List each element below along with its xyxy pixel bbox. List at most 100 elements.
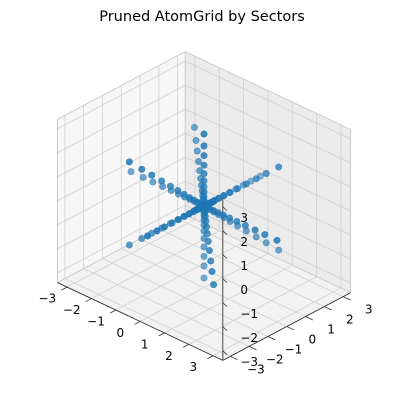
data-point xyxy=(273,236,281,244)
z-tick-label: −3 xyxy=(240,355,258,369)
data-point xyxy=(251,226,259,234)
data-point xyxy=(261,231,269,239)
y-tick-label: −2 xyxy=(266,352,284,366)
data-point xyxy=(241,221,249,229)
data-point xyxy=(168,219,176,227)
data-point xyxy=(226,188,234,196)
y-tick-label: −1 xyxy=(285,342,303,356)
data-point xyxy=(200,152,208,160)
data-point xyxy=(127,168,135,176)
z-tick xyxy=(222,350,228,355)
data-point xyxy=(161,223,169,231)
data-point xyxy=(200,262,208,270)
data-point xyxy=(220,192,228,200)
y-tick-label: 1 xyxy=(327,323,335,337)
y-axis-line xyxy=(222,292,351,361)
z-tick xyxy=(222,278,228,283)
data-point xyxy=(186,193,194,201)
x-tick-label: 3 xyxy=(190,360,198,374)
data-point xyxy=(203,223,211,231)
z-tick-label: 1 xyxy=(240,259,248,273)
data-point xyxy=(233,217,241,225)
data-point xyxy=(174,187,182,195)
y-tick xyxy=(324,306,332,311)
data-point xyxy=(148,171,156,179)
data-point xyxy=(192,137,200,145)
x-tick-label: −2 xyxy=(63,303,81,317)
x-tick xyxy=(134,321,141,325)
z-tick xyxy=(222,326,228,331)
z-tick-label: 0 xyxy=(240,283,248,297)
data-point xyxy=(205,247,213,255)
data-point xyxy=(175,215,183,223)
data-point xyxy=(193,147,201,155)
data-point xyxy=(138,234,146,242)
z-tick xyxy=(222,302,228,307)
data-point xyxy=(125,241,133,249)
data-point xyxy=(200,130,208,138)
data-point xyxy=(275,163,283,171)
data-point xyxy=(166,182,174,190)
data-point xyxy=(153,227,161,235)
data-point xyxy=(210,198,218,206)
data-point xyxy=(252,233,260,241)
y-tick xyxy=(267,336,276,341)
z-tick-label: −2 xyxy=(240,331,258,345)
data-point xyxy=(208,267,216,275)
x-tick xyxy=(207,355,214,360)
z-tick-label: −1 xyxy=(240,307,258,321)
data-point xyxy=(200,252,208,260)
y-tick xyxy=(248,346,257,351)
data-point xyxy=(195,157,203,165)
x-tick-label: 0 xyxy=(117,326,125,340)
data-point xyxy=(200,142,208,150)
data-point xyxy=(204,237,212,245)
z-tick-label: 2 xyxy=(240,235,248,249)
x-tick xyxy=(61,286,68,291)
z-tick-label: 3 xyxy=(240,211,248,225)
data-point xyxy=(210,281,218,289)
data-point xyxy=(180,212,188,220)
data-point xyxy=(262,170,270,178)
y-tick-label: 2 xyxy=(346,313,354,327)
x-tick-label: 2 xyxy=(165,349,173,363)
data-point xyxy=(180,190,188,198)
x-tick-label: 1 xyxy=(141,337,149,351)
data-point xyxy=(200,161,208,169)
z-tick xyxy=(222,206,228,211)
y-tick-label: −3 xyxy=(247,362,265,376)
y-tick xyxy=(286,326,295,331)
data-points xyxy=(125,123,283,289)
data-point xyxy=(139,173,147,181)
x-tick-label: −3 xyxy=(38,292,56,306)
x-tick-label: −1 xyxy=(87,314,105,328)
y-tick xyxy=(230,356,238,361)
data-point xyxy=(252,175,260,183)
data-point xyxy=(138,165,146,173)
data-point xyxy=(200,177,208,185)
data-point xyxy=(262,239,270,247)
data-point xyxy=(158,177,166,185)
y-tick-label: 3 xyxy=(365,303,373,317)
data-point xyxy=(200,274,208,282)
y-tick-label: 0 xyxy=(308,333,316,347)
data-point xyxy=(200,170,208,178)
y-tick xyxy=(342,296,351,301)
data-point xyxy=(144,232,152,240)
x-tick xyxy=(158,332,165,337)
data-point xyxy=(125,158,133,166)
data-point xyxy=(242,180,250,188)
data-point xyxy=(200,243,208,251)
x-tick xyxy=(109,309,116,314)
data-point xyxy=(219,211,227,219)
data-point xyxy=(149,178,157,186)
y-tick xyxy=(305,316,313,321)
data-point xyxy=(234,184,242,192)
tick-marks xyxy=(61,206,351,361)
data-point xyxy=(226,214,234,222)
chart-title: Pruned AtomGrid by Sectors xyxy=(99,9,305,25)
frame-floor-edge xyxy=(185,214,351,294)
data-point xyxy=(202,217,210,225)
